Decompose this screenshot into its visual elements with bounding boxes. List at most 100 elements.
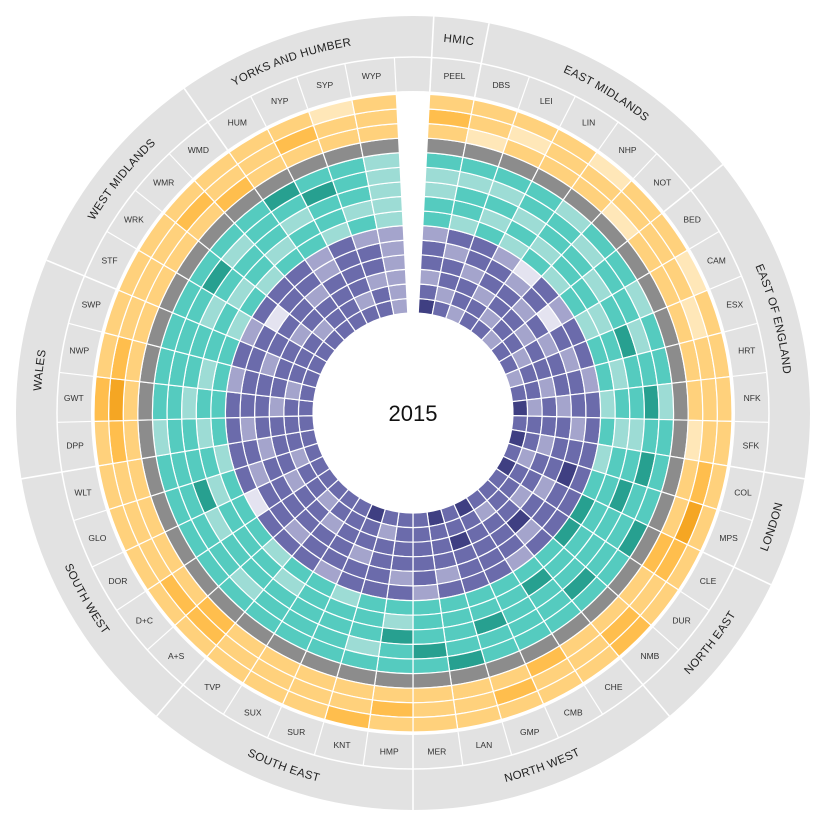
region-divider [730, 465, 805, 480]
force-label-HMP: HMP [380, 747, 399, 757]
force-divider [633, 153, 658, 179]
force-label-NHP: NHP [619, 145, 637, 155]
force-label-WMD: WMD [188, 145, 209, 155]
heatmap-cell-SFK-ring-3 [539, 415, 558, 438]
force-label-GMP: GMP [520, 727, 540, 737]
force-divider [295, 76, 309, 109]
force-divider [734, 420, 769, 423]
heatmap-cell-MER-ring-12 [412, 670, 453, 689]
force-label-CHE: CHE [605, 682, 623, 692]
heatmap-cell-MER-ring-5 [412, 569, 438, 587]
force-label-CMB: CMB [564, 707, 583, 717]
heatmap-cell-GWT-ring-7 [210, 389, 228, 419]
heatmap-cell-WYP-ring-3 [384, 268, 407, 287]
heatmap-cell-NFK-ring-15 [714, 375, 733, 422]
heatmap-cell-NFK-ring-1 [511, 399, 529, 417]
region-divider [620, 658, 671, 717]
region-divider [429, 16, 435, 92]
force-label-MPS: MPS [719, 533, 738, 543]
heatmap-cell-MER-ring-10 [412, 641, 449, 660]
force-label-KNT: KNT [334, 740, 351, 750]
force-label-SFK: SFK [743, 441, 760, 451]
heatmap-cell-GWT-ring-15 [93, 375, 112, 422]
force-divider [116, 591, 146, 611]
heatmap-cell-MER-ring-7 [412, 598, 442, 616]
force-divider [168, 153, 193, 179]
heatmap-cell-SFK-ring-6 [582, 416, 602, 445]
force-divider [91, 551, 123, 568]
force-label-HUM: HUM [228, 117, 247, 127]
force-label-GLO: GLO [88, 533, 106, 543]
heatmap-cell-GWT-ring-1 [297, 399, 315, 417]
force-label-WRK: WRK [124, 215, 144, 225]
region-divider [46, 259, 117, 290]
force-label-MER: MER [427, 747, 446, 757]
force-label-ESX: ESX [726, 300, 743, 310]
force-divider [59, 371, 94, 377]
region-divider [21, 465, 96, 480]
center-year-label: 2015 [389, 401, 438, 426]
heatmap-cell-GWT-ring-4 [254, 394, 271, 418]
force-divider [393, 57, 397, 92]
heatmap-cell-DPP-ring-5 [239, 416, 258, 443]
heatmap-cell-NFK-ring-5 [569, 392, 587, 419]
region-divider [183, 88, 229, 151]
force-divider [344, 63, 352, 98]
heatmap-cell-HMP-ring-10 [377, 641, 414, 660]
force-divider [724, 322, 758, 333]
force-divider [709, 275, 742, 290]
force-label-NYP: NYP [271, 96, 289, 106]
heatmap-cell-NFK-ring-13 [685, 379, 704, 422]
force-label-DBS: DBS [493, 80, 511, 90]
force-divider [134, 189, 163, 213]
force-divider [544, 706, 560, 739]
force-divider [732, 371, 767, 377]
heatmap-cell-HMP-ring-3 [392, 540, 414, 558]
heatmap-cell-WYP-ring-1 [390, 297, 409, 316]
heatmap-cell-DPP-ring-4 [254, 416, 272, 440]
force-divider [598, 121, 619, 151]
heatmap-cell-HMP-ring-9 [379, 626, 414, 646]
heatmap-cell-GWT-ring-13 [122, 379, 141, 422]
force-label-A+S: A+S [168, 651, 185, 661]
heatmap-cell-NFK-ring-2 [526, 397, 543, 417]
heatmap-cell-MER-ring-1 [412, 511, 430, 529]
region-divider [663, 164, 724, 213]
force-label-SWP: SWP [82, 300, 102, 310]
heatmap-cell-NFK-ring-12 [671, 380, 689, 421]
heatmap-cell-GWT-ring-3 [268, 395, 286, 418]
heatmap-cell-GWT-ring-6 [224, 390, 242, 419]
heatmap-cell-SFK-ring-4 [554, 416, 572, 440]
heatmap-cell-NFK-ring-4 [555, 394, 572, 418]
heatmap-cell-GWT-ring-12 [137, 380, 155, 421]
force-divider [501, 722, 513, 756]
force-label-NFK: NFK [744, 393, 761, 403]
region-divider [473, 23, 490, 98]
region-divider [702, 551, 772, 586]
force-label-WYP: WYP [362, 71, 382, 81]
heatmap-cell-GWT-ring-5 [239, 392, 257, 419]
force-label-CLE: CLE [700, 576, 717, 586]
heatmap-cell-GWT-ring-10 [166, 384, 184, 421]
region-divider [155, 658, 206, 717]
heatmap-cell-MER-ring-3 [412, 540, 434, 558]
heatmap-cell-MER-ring-6 [412, 583, 440, 602]
force-label-DOR: DOR [109, 576, 128, 586]
force-label-LIN: LIN [582, 117, 595, 127]
force-divider [222, 685, 243, 715]
force-divider [559, 95, 576, 127]
force-label-BED: BED [683, 215, 700, 225]
heatmap-cell-GWT-ring-11 [151, 382, 170, 421]
heatmap-cell-DPP-ring-6 [224, 416, 244, 445]
force-divider [73, 509, 107, 522]
force-divider [313, 722, 325, 756]
heatmap-cell-NFK-ring-11 [656, 382, 675, 421]
heatmap-cell-HMP-ring-15 [367, 713, 414, 733]
heatmap-cell-DPP-ring-2 [283, 415, 301, 436]
force-label-DUR: DUR [672, 616, 690, 626]
heatmap-cell-HMP-ring-6 [386, 583, 414, 602]
region-label-hmic: HMIC [443, 33, 475, 49]
force-label-NOT: NOT [653, 178, 671, 188]
heatmap-cell-HMP-ring-8 [381, 612, 414, 631]
heatmap-cell-GWT-ring-14 [108, 377, 126, 422]
